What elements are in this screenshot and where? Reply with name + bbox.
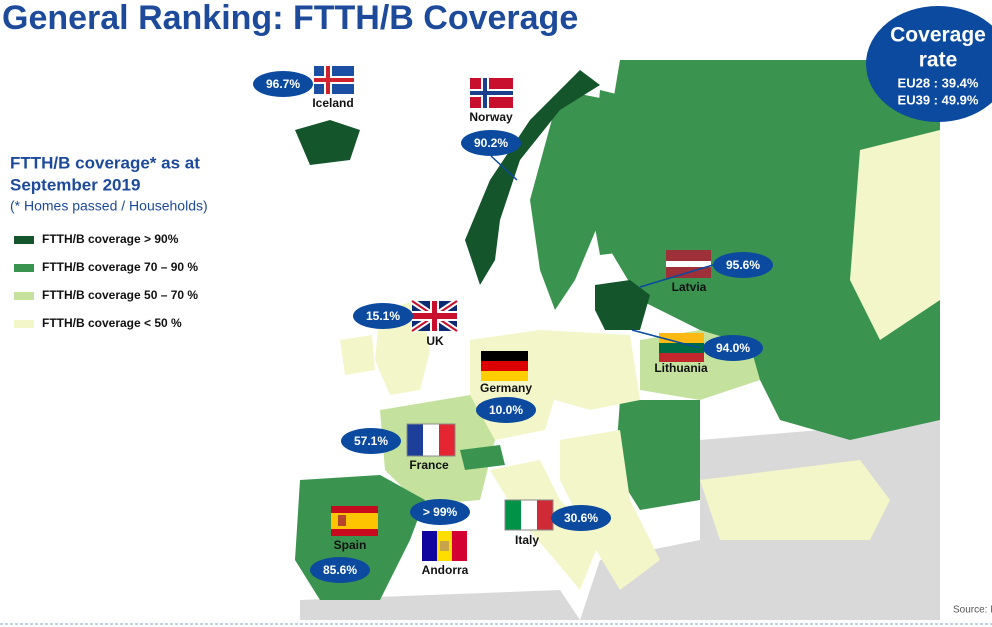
legend-swatch bbox=[14, 236, 34, 244]
coverage-eu28: EU28 : 39.4% bbox=[898, 75, 979, 90]
country-name: Latvia bbox=[672, 280, 707, 294]
country-name: Germany bbox=[480, 381, 532, 395]
coverage-value: 94.0% bbox=[716, 341, 750, 355]
iceland bbox=[295, 120, 360, 165]
legend-label: FTTH/B coverage > 90% bbox=[42, 232, 179, 246]
subtitle-note: (* Homes passed / Households) bbox=[10, 198, 208, 214]
legend-swatch bbox=[14, 320, 34, 328]
coverage-box: Coverage rate EU28 : 39.4% EU39 : 49.9% bbox=[866, 6, 992, 122]
coverage-value: 15.1% bbox=[366, 309, 400, 323]
pointer bbox=[631, 329, 701, 349]
legend-label: FTTH/B coverage 50 – 70 % bbox=[42, 288, 198, 302]
coverage-value: 95.6% bbox=[726, 258, 760, 272]
country-name: Italy bbox=[515, 533, 539, 547]
flag-italy bbox=[504, 499, 554, 531]
coverage-bubble bbox=[703, 335, 763, 361]
country-name: Andorra bbox=[422, 563, 469, 577]
country-name: Lithuania bbox=[654, 361, 708, 375]
turkey bbox=[700, 460, 890, 540]
flag-iceland bbox=[314, 66, 354, 94]
pointer-lines bbox=[490, 155, 714, 349]
coverage-bubble bbox=[476, 397, 536, 423]
baltics bbox=[595, 280, 650, 330]
kazakhstan bbox=[850, 130, 940, 340]
legend-label: FTTH/B coverage < 50 % bbox=[42, 316, 182, 330]
map bbox=[290, 55, 940, 620]
flag-latvia bbox=[666, 250, 711, 278]
coverage-value: 57.1% bbox=[354, 434, 388, 448]
flag-france bbox=[406, 423, 456, 457]
coverage-bubble bbox=[713, 252, 773, 278]
poland bbox=[540, 330, 640, 410]
coverage-bubble bbox=[353, 303, 413, 329]
subtitle-heading: FTTH/B coverage* as at bbox=[10, 153, 200, 172]
coverage-title: rate bbox=[919, 49, 958, 72]
pointer bbox=[639, 264, 714, 288]
coverage-bubble bbox=[341, 428, 401, 454]
flag-andorra bbox=[422, 531, 467, 561]
legend: FTTH/B coverage > 90% FTTH/B coverage 70 … bbox=[14, 232, 198, 330]
country-name: Iceland bbox=[312, 96, 353, 110]
flags bbox=[314, 66, 711, 561]
flag-lithuania bbox=[659, 333, 704, 362]
coverage-eu39: EU39 : 49.9% bbox=[898, 92, 979, 107]
country-name: France bbox=[409, 458, 449, 472]
finland bbox=[590, 90, 660, 255]
romania bbox=[615, 400, 700, 510]
country-name: Norway bbox=[469, 110, 513, 124]
ireland bbox=[340, 335, 375, 375]
coverage-title: Coverage bbox=[890, 24, 986, 47]
coverage-value: 30.6% bbox=[564, 511, 598, 525]
flag-germany bbox=[481, 351, 528, 381]
country-name: Spain bbox=[334, 538, 367, 552]
title: General Ranking: FTTH/B Coverage bbox=[2, 0, 578, 37]
switzerland bbox=[460, 445, 505, 470]
coverage-bubble bbox=[253, 71, 313, 97]
coverage-bubble bbox=[551, 505, 611, 531]
coverage-value: 85.6% bbox=[323, 563, 357, 577]
flag-spain bbox=[331, 506, 378, 536]
flag-uk bbox=[410, 298, 459, 334]
coverage-value: 96.7% bbox=[266, 77, 300, 91]
country-name: UK bbox=[426, 334, 444, 348]
subtitle-heading: September 2019 bbox=[10, 175, 140, 194]
coverage-value: > 99% bbox=[423, 505, 458, 519]
flag-norway bbox=[470, 78, 513, 108]
coverage-value: 90.2% bbox=[474, 136, 508, 150]
coverage-ellipse bbox=[866, 6, 992, 122]
russia bbox=[600, 60, 940, 440]
legend-swatch bbox=[14, 264, 34, 272]
pointer bbox=[490, 155, 518, 181]
legend-label: FTTH/B coverage 70 – 90 % bbox=[42, 260, 198, 274]
coverage-value: 10.0% bbox=[489, 403, 523, 417]
coverage-bubble bbox=[410, 499, 470, 525]
coverage-bubble bbox=[310, 557, 370, 583]
coverage-bubble bbox=[461, 130, 521, 156]
balkans bbox=[560, 430, 660, 590]
source: Source: I bbox=[953, 605, 992, 616]
countries: Iceland 96.7% Norway 90.2% Latvia 95.6% Lithua… bbox=[253, 71, 773, 583]
norway bbox=[465, 70, 600, 285]
legend-swatch bbox=[14, 292, 34, 300]
